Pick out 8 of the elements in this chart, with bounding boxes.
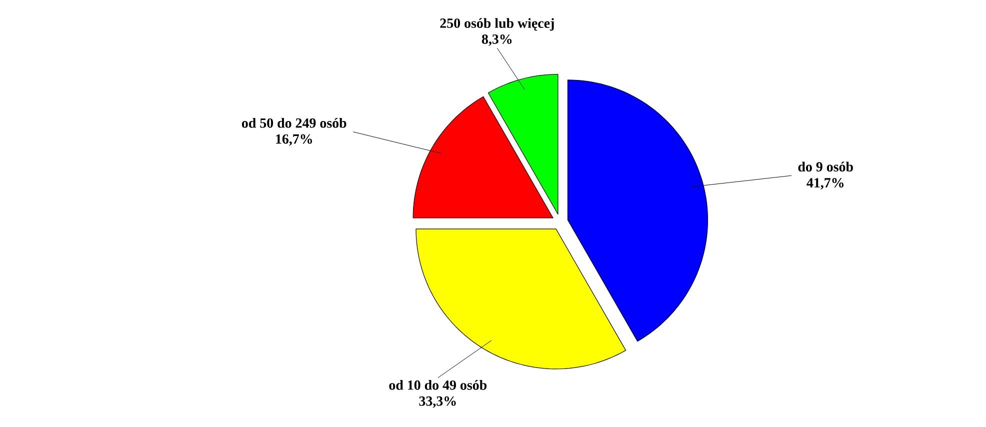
- data-label: 8,3%: [482, 34, 512, 46]
- slice-label: od 10 do 49 osób: [389, 380, 487, 390]
- data-label: 33,3%: [419, 396, 456, 408]
- slice-label: 250 osób lub więcej: [440, 18, 554, 31]
- slice-label: od 50 do 249 osób: [242, 118, 346, 128]
- data-label: 41,7%: [806, 178, 844, 190]
- data-label: 16,7%: [276, 134, 312, 146]
- slice-label: do 9 osób: [798, 162, 853, 172]
